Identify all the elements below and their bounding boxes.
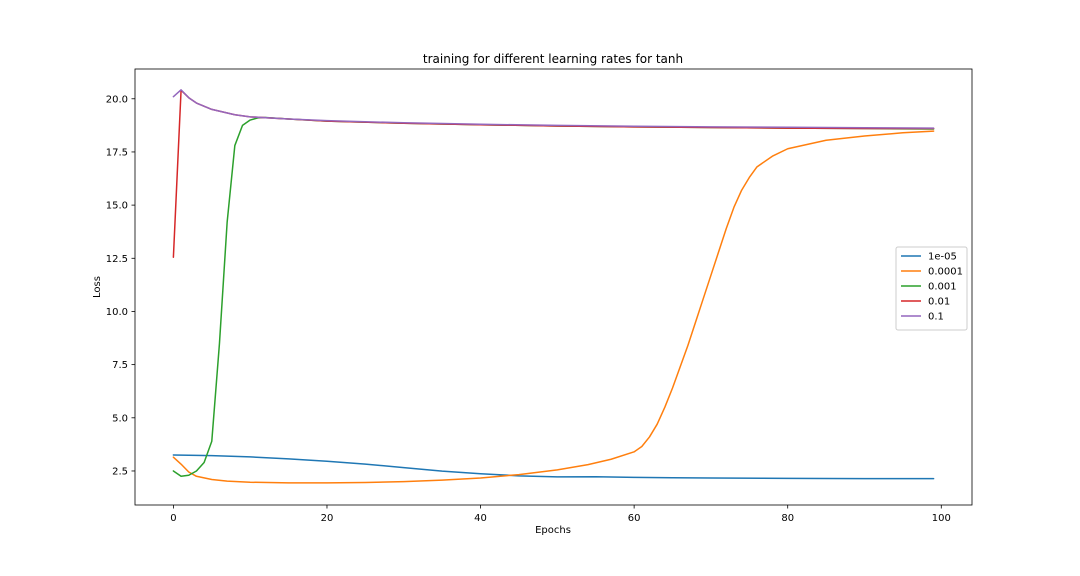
y-tick-label: 7.5 (112, 360, 128, 371)
chart-title: training for different learning rates fo… (423, 52, 683, 66)
series-line-4 (172, 89, 935, 129)
x-tick-label: 0 (170, 513, 176, 524)
y-tick-label: 5.0 (112, 413, 128, 424)
y-tick-label: 15.0 (106, 201, 128, 212)
x-tick-label: 80 (781, 513, 794, 524)
x-tick-label: 40 (474, 513, 487, 524)
plot-area: 0 20 40 60 80 100 2.5 5.0 7.5 10.0 12.5 15.0 17.5 20.… (106, 68, 973, 524)
series-line-0 (172, 454, 935, 480)
y-tick-label: 12.5 (106, 254, 128, 265)
y-axis-label: Loss (92, 276, 103, 298)
series-line-1 (172, 130, 935, 484)
y-tick-label: 10.0 (106, 307, 128, 318)
axes-frame (134, 68, 973, 506)
legend-label: 0.1 (928, 312, 944, 323)
y-tick-label: 17.5 (106, 147, 128, 158)
legend-label: 1e-05 (928, 252, 957, 263)
y-tick-label: 2.5 (112, 466, 128, 477)
legend-label: 0.0001 (928, 267, 963, 278)
legend-label: 0.001 (928, 282, 957, 293)
legend: 1e-05 0.0001 0.001 0.01 0.1 (895, 246, 968, 331)
legend-box (895, 246, 968, 331)
x-tick-label: 20 (321, 513, 334, 524)
y-tick-label: 20.0 (106, 94, 128, 105)
x-tick-label: 60 (628, 513, 641, 524)
legend-label: 0.01 (928, 297, 950, 308)
x-tick-label: 100 (932, 513, 951, 524)
x-axis-label: Epochs (535, 525, 571, 536)
